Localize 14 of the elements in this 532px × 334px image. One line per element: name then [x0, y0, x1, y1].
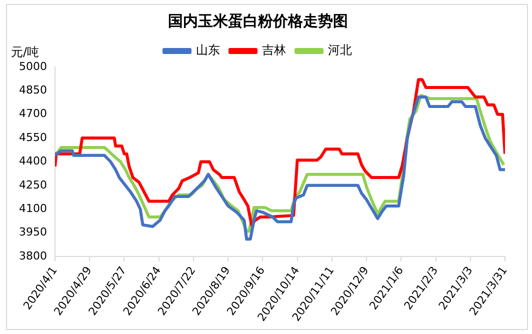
chart-title: 国内玉米蛋白粉价格走势图 — [168, 12, 348, 30]
y-tick-label: 4700 — [18, 107, 47, 120]
y-tick-label: 4400 — [18, 154, 47, 168]
y-axis-title: 元/吨 — [11, 45, 40, 60]
y-tick-label: 3800 — [18, 249, 47, 262]
y-tick-label: 4550 — [18, 130, 47, 144]
y-tick-label: 3950 — [18, 226, 47, 239]
legend-label: 河北 — [328, 43, 352, 58]
y-tick-label: 4250 — [18, 178, 47, 192]
y-tick-label: 5000 — [18, 60, 47, 73]
y-tick-label: 4850 — [18, 84, 47, 97]
legend-label: 山东 — [196, 43, 220, 58]
y-tick-label: 4100 — [18, 202, 47, 215]
legend-label: 吉林 — [262, 43, 286, 58]
